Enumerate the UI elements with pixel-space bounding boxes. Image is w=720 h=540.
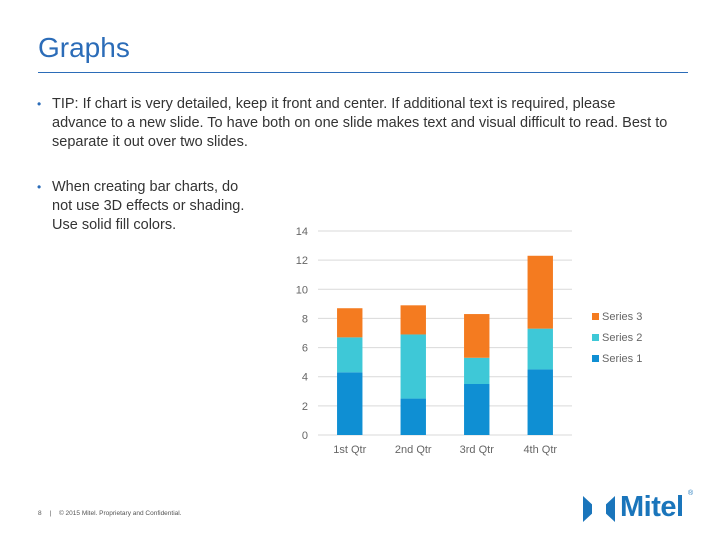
- mitel-logo-icon: [583, 496, 615, 522]
- stacked-bar-chart: 0 2 4 6 8 10 12 14 1st Qtr 2nd Qtr 3rd Qtr 4th Qtr S…: [296, 226, 643, 456]
- y-tick-label: 14: [296, 226, 308, 238]
- mitel-wordmark: Mitel: [620, 491, 684, 523]
- y-tick-label: 2: [302, 401, 308, 413]
- page-number: 8: [38, 510, 42, 517]
- legend-swatch: [592, 313, 599, 320]
- legend-label: Series 3: [602, 311, 642, 323]
- bar-segment: [527, 369, 553, 435]
- bar-segment: [527, 328, 553, 370]
- bar-segment: [337, 308, 363, 338]
- bar-segment: [400, 305, 426, 335]
- legend-label: Series 2: [602, 332, 642, 344]
- bar-segment: [464, 384, 490, 435]
- trademark-symbol: ®: [688, 490, 694, 497]
- bullet-text: TIP: If chart is very detailed, keep it …: [52, 96, 668, 150]
- title-divider: [38, 72, 688, 73]
- bullet-marker: •: [37, 180, 42, 194]
- mitel-logo: Mitel ®: [580, 490, 695, 526]
- x-tick-label: 3rd Qtr: [460, 444, 495, 456]
- bar-segment: [337, 372, 363, 435]
- bullet-bar-chart: • When creating bar charts, do not use 3…: [37, 178, 262, 235]
- legend-swatch: [592, 334, 599, 341]
- y-tick-label: 0: [302, 430, 308, 442]
- bar-segment: [464, 314, 490, 358]
- bullet-text: When creating bar charts, do not use 3D …: [52, 179, 245, 233]
- x-tick-label: 4th Qtr: [523, 444, 557, 456]
- bar-segment: [527, 255, 553, 329]
- y-tick-label: 10: [296, 284, 308, 296]
- bar-segment: [464, 357, 490, 384]
- x-tick-label: 2nd Qtr: [395, 444, 432, 456]
- bullet-tip: • TIP: If chart is very detailed, keep i…: [37, 95, 672, 152]
- y-tick-label: 8: [302, 313, 308, 325]
- bar-segment: [400, 334, 426, 399]
- footer-separator: |: [49, 510, 52, 517]
- bullet-marker: •: [37, 97, 42, 111]
- slide-title: Graphs: [38, 32, 130, 63]
- y-tick-label: 12: [296, 255, 308, 267]
- copyright-text: © 2015 Mitel. Proprietary and Confidenti…: [58, 510, 182, 517]
- legend-swatch: [592, 355, 599, 362]
- y-tick-label: 6: [302, 343, 308, 355]
- bar-segment: [337, 337, 363, 373]
- legend-label: Series 1: [602, 353, 642, 365]
- footer: 8 | © 2015 Mitel. Proprietary and Confid…: [38, 510, 188, 517]
- y-tick-label: 4: [302, 372, 308, 384]
- bar-segment: [400, 398, 426, 435]
- x-tick-label: 1st Qtr: [333, 444, 366, 456]
